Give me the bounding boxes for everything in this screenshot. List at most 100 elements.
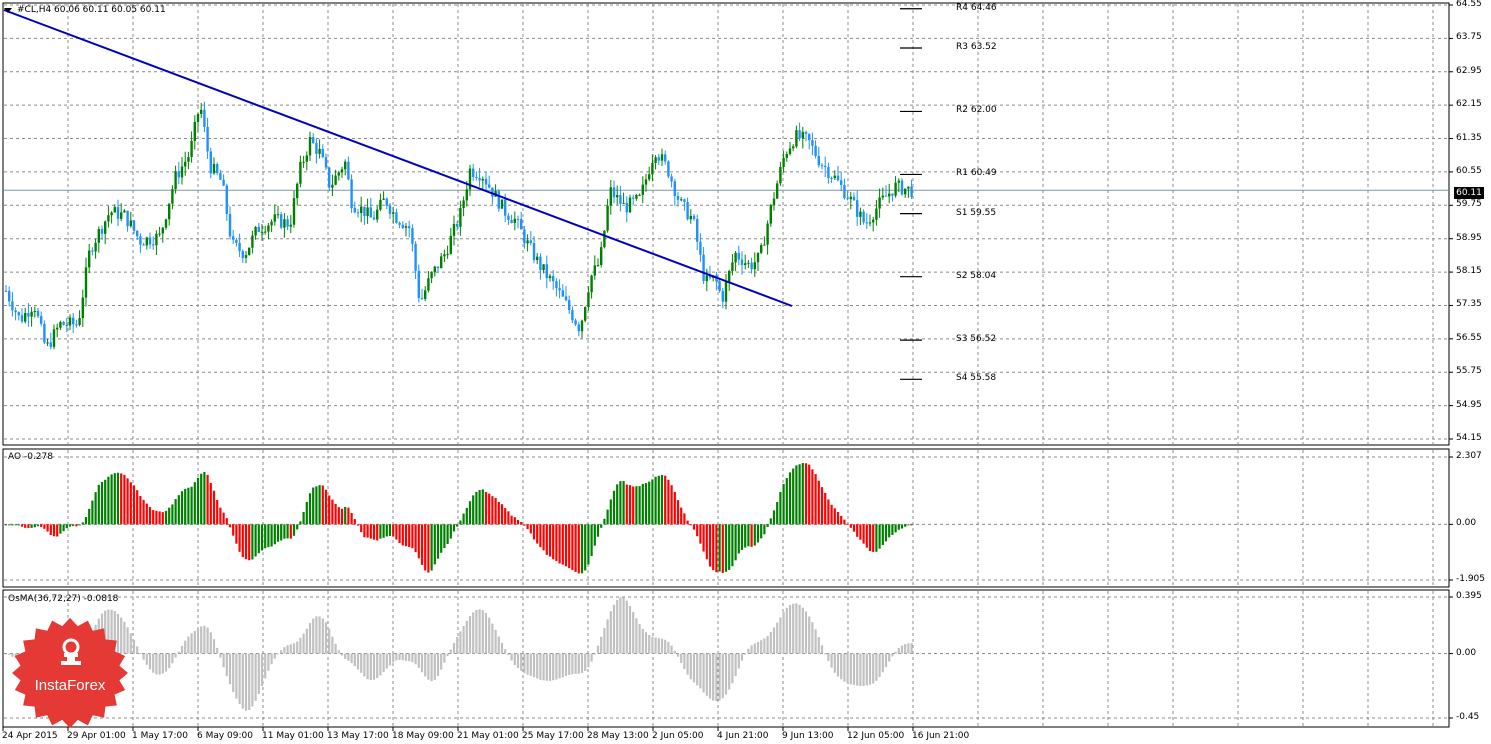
candle-body — [264, 231, 267, 233]
osma-bar — [337, 650, 340, 654]
osma-bar — [155, 653, 158, 675]
osma-bar — [267, 653, 270, 671]
osma-bar — [366, 653, 369, 680]
ao-bar — [440, 524, 443, 553]
candle-body — [376, 209, 379, 220]
osma-bar — [664, 639, 667, 654]
candle-body — [904, 188, 907, 195]
osma-bar — [852, 653, 856, 685]
ao-bar — [555, 524, 558, 562]
osma-bar — [830, 653, 833, 668]
candle-body — [872, 219, 875, 223]
ao-bar — [564, 524, 568, 567]
ao-bar — [363, 524, 366, 538]
candle-body — [270, 221, 273, 226]
ao-bar — [824, 492, 827, 525]
osma-bar — [142, 653, 145, 660]
ao-bar — [654, 476, 657, 525]
osma-bar — [686, 653, 689, 675]
ao-bar — [465, 507, 468, 525]
osma-bar — [827, 653, 830, 661]
price-tick-label: 59.75 — [1456, 199, 1482, 210]
osma-bar — [446, 653, 449, 657]
ao-bar — [91, 500, 94, 525]
chart-menu-icon[interactable] — [4, 8, 12, 13]
ao-bar — [328, 495, 331, 525]
candle-body — [401, 224, 404, 228]
candle-body — [65, 324, 68, 326]
ao-bar — [894, 524, 897, 533]
osma-bar — [459, 631, 462, 654]
osma-bar — [856, 653, 859, 686]
time-axis-label: 21 May 01:00 — [457, 731, 519, 741]
ao-bar — [308, 493, 312, 525]
osma-bar — [344, 653, 347, 659]
ao-bar — [548, 524, 552, 557]
candle-body — [436, 266, 440, 269]
osma-bar — [648, 634, 651, 654]
osma-bar — [862, 653, 865, 686]
osma-bar — [123, 621, 126, 654]
candle-body — [398, 222, 401, 225]
ao-bar — [820, 487, 824, 525]
candle-body — [414, 243, 417, 271]
osma-bar — [644, 632, 648, 654]
candle-body — [513, 218, 516, 224]
osma-bar — [638, 624, 641, 654]
candle-body — [91, 250, 94, 252]
ao-bar — [788, 472, 792, 525]
ao-bar — [724, 524, 728, 572]
candle-body — [856, 200, 859, 217]
ao-bar — [798, 464, 801, 525]
ao-bar — [376, 524, 379, 541]
ao-bar — [868, 524, 872, 552]
time-axis-label: 13 May 17:00 — [327, 731, 389, 741]
ao-bar — [353, 519, 356, 525]
ao-bar — [417, 524, 420, 559]
ao-bar — [196, 477, 200, 525]
candle-body — [56, 327, 59, 330]
ao-bar — [411, 524, 414, 549]
candle-body — [859, 211, 862, 217]
candle-body — [542, 264, 545, 271]
candle-body — [910, 186, 913, 197]
osma-bar — [801, 607, 804, 654]
ao-bar — [664, 475, 667, 525]
candle-body — [200, 109, 203, 114]
candle-body — [593, 265, 596, 276]
osma-bar — [171, 653, 174, 664]
candle-body — [811, 140, 814, 146]
osma-bar — [833, 653, 836, 673]
candle-body — [17, 312, 20, 316]
ao-bar — [142, 499, 145, 525]
ao-bar — [596, 524, 600, 537]
candle-body — [443, 254, 446, 257]
candle-body — [702, 254, 705, 282]
ao-bar — [424, 524, 427, 571]
osma-bar — [804, 611, 808, 654]
ao-bar — [430, 524, 433, 571]
candle-body — [296, 183, 299, 199]
ao-bar — [260, 524, 264, 551]
candle-body — [907, 186, 910, 189]
osma-title: OsMA(36,72,27) -0.0818 — [8, 594, 119, 604]
osma-bar — [264, 653, 267, 679]
osma-bar — [577, 653, 580, 674]
price-tick-label: 62.95 — [1456, 65, 1482, 76]
ao-bar — [686, 520, 689, 525]
candle-body — [456, 223, 459, 227]
osma-bar — [324, 622, 328, 654]
ao-bar — [337, 507, 340, 525]
ao-bar — [296, 524, 299, 530]
osma-bar — [513, 653, 516, 666]
candle-body — [59, 322, 62, 328]
candle-body — [648, 174, 651, 180]
osma-bar — [168, 653, 171, 669]
osma-bar — [436, 653, 440, 676]
osma-bar — [206, 627, 209, 654]
ao-bar — [443, 524, 446, 549]
osma-bar — [385, 653, 388, 669]
ao-bar — [516, 519, 520, 525]
ao-bar — [222, 512, 225, 525]
